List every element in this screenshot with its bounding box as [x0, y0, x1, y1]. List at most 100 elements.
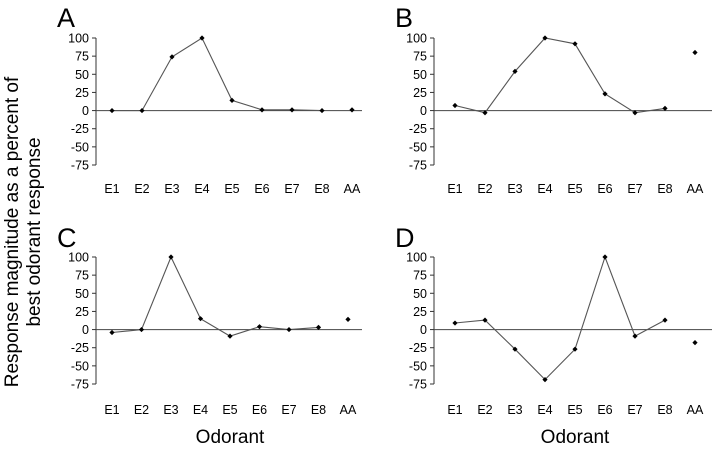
y-axis-label-line-1: Response magnitude as a percent of [2, 76, 23, 387]
data-point [286, 326, 292, 333]
y-tick-label: 100 [68, 32, 89, 46]
data-point [632, 110, 638, 116]
panel-label: A [57, 3, 75, 33]
y-tick-label: -25 [409, 122, 427, 136]
x-axis-label: Odorant [196, 427, 265, 448]
y-tick-label: -25 [409, 341, 427, 355]
y-tick-label: -75 [71, 159, 89, 173]
category-label: E6 [597, 182, 612, 196]
category-label: AA [344, 182, 361, 196]
y-tick-label: 0 [420, 104, 427, 118]
category-label: E2 [134, 182, 149, 196]
y-tick-label: -75 [71, 378, 89, 392]
category-label: E3 [507, 182, 522, 196]
isolated-point [692, 49, 698, 56]
data-point [315, 324, 322, 330]
data-point [662, 105, 668, 111]
y-tick-label: 75 [75, 50, 89, 64]
category-label: E8 [314, 182, 329, 196]
category-label: E3 [163, 403, 178, 417]
y-tick-label: 25 [75, 305, 89, 319]
y-tick-label: 50 [75, 287, 89, 301]
category-label: AA [340, 403, 357, 417]
data-point [289, 107, 295, 113]
y-tick-label: 100 [406, 251, 427, 265]
y-tick-label: 100 [68, 251, 89, 265]
category-label: E5 [222, 403, 237, 417]
data-point [199, 35, 205, 41]
y-tick-label: 0 [420, 323, 427, 337]
category-label: E1 [104, 182, 119, 196]
data-point [662, 317, 668, 323]
data-point [512, 346, 518, 352]
x-axis-label: Odorant [541, 427, 610, 448]
data-point [229, 97, 235, 104]
y-tick-label: -50 [409, 359, 427, 373]
category-label: E5 [567, 182, 582, 196]
panel-label: D [395, 223, 415, 253]
data-point [602, 91, 608, 97]
data-point [169, 54, 175, 60]
series-line [454, 255, 666, 381]
data-point [452, 102, 458, 109]
data-point [482, 110, 488, 116]
category-label: E6 [254, 182, 269, 196]
data-point [542, 377, 548, 383]
y-tick-label: 50 [413, 287, 427, 301]
data-point [452, 320, 458, 326]
y-tick-label: -75 [409, 378, 427, 392]
category-label: E3 [164, 182, 179, 196]
data-point [138, 326, 145, 333]
isolated-point [692, 340, 698, 346]
category-label: E4 [194, 182, 209, 196]
y-tick-label: 50 [413, 68, 427, 82]
category-label: E3 [507, 403, 522, 417]
data-point [572, 346, 578, 352]
data-point [542, 35, 548, 41]
data-point [227, 333, 233, 339]
y-tick-label: -25 [71, 122, 89, 136]
category-label: E8 [311, 403, 326, 417]
data-point [482, 317, 488, 323]
y-tick-label: 50 [75, 68, 89, 82]
y-tick-label: 100 [406, 32, 427, 46]
category-label: E4 [537, 403, 552, 417]
series-line [454, 37, 666, 114]
category-label: E7 [281, 403, 296, 417]
category-label: E6 [252, 403, 267, 417]
data-point [319, 107, 325, 114]
y-tick-label: -75 [409, 159, 427, 173]
data-point [512, 68, 518, 74]
category-label: E2 [477, 403, 492, 417]
y-axis-label-line-2: best odorant response [24, 137, 45, 326]
isolated-point [345, 316, 351, 323]
y-tick-label: 75 [75, 269, 89, 283]
data-point [602, 254, 608, 260]
category-label: E5 [567, 403, 582, 417]
category-label: E8 [657, 403, 672, 417]
category-label: E5 [224, 182, 239, 196]
y-tick-label: 25 [75, 86, 89, 100]
category-label: E1 [447, 403, 462, 417]
y-tick-label: -50 [71, 140, 89, 154]
series-line [111, 255, 319, 337]
y-tick-label: 0 [82, 323, 89, 337]
category-label: AA [687, 403, 704, 417]
series-line [112, 37, 323, 112]
category-label: E2 [134, 403, 149, 417]
y-tick-label: 75 [413, 50, 427, 64]
y-tick-label: -25 [71, 341, 89, 355]
category-label: E6 [597, 403, 612, 417]
data-point [632, 333, 638, 339]
category-label: E7 [284, 182, 299, 196]
data-point [572, 41, 578, 47]
y-tick-label: 0 [82, 104, 89, 118]
y-tick-label: 25 [413, 305, 427, 319]
data-point [139, 107, 145, 114]
